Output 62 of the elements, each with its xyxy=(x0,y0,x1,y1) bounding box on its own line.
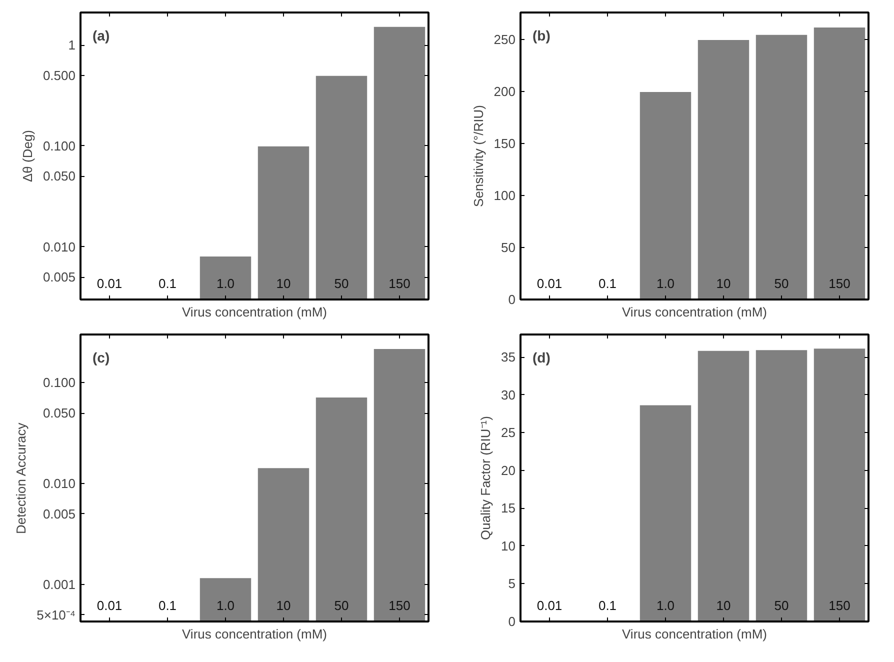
y-tick-label: 1 xyxy=(68,38,76,53)
y-tick-label: 0.005 xyxy=(42,270,76,285)
x-axis-title: Virus concentration (mM) xyxy=(622,304,767,320)
x-tick-label: 1.0 xyxy=(216,598,235,614)
y-tick-label: 0.050 xyxy=(42,406,76,421)
x-tick-label: 150 xyxy=(388,276,410,292)
y-tick-label: 25 xyxy=(501,425,516,440)
x-tick-label: 10 xyxy=(276,598,291,614)
text: (a) xyxy=(92,28,110,44)
x-tick-label: 150 xyxy=(828,598,850,614)
y-tick-label: 5 xyxy=(508,576,516,592)
x-tick-label: 10 xyxy=(716,276,731,292)
y-axis-title: Detection Accuracy xyxy=(14,422,29,534)
x-tick-label: 0.01 xyxy=(536,598,562,614)
y-axis-title: Δθ (Deg) xyxy=(20,130,35,182)
y-tick-label: 0.050 xyxy=(42,168,76,184)
y-tick-label: 0 xyxy=(508,292,516,307)
text: (c) xyxy=(92,350,110,366)
y-tick-label: 0.010 xyxy=(42,239,76,254)
x-tick-label: 10 xyxy=(276,276,291,292)
text: (d) xyxy=(532,350,550,366)
y-tick-label: 200 xyxy=(494,84,516,100)
x-axis-title: Virus concentration (mM) xyxy=(182,304,327,320)
x-axis-title: Virus concentration (mM) xyxy=(182,626,327,642)
x-tick-label: 50 xyxy=(334,598,349,614)
y-tick-label: 15 xyxy=(501,500,516,516)
x-tick-label: 0.01 xyxy=(536,276,562,292)
x-tick-label: 0.01 xyxy=(96,598,122,614)
x-tick-label: 1.0 xyxy=(656,276,675,292)
x-tick-label: 1.0 xyxy=(656,598,675,614)
x-tick-label: 0.1 xyxy=(598,276,617,292)
y-tick-label: 5×10⁻⁴ xyxy=(36,607,76,622)
y-tick-label: 10 xyxy=(501,538,516,554)
y-tick-label: 20 xyxy=(501,462,516,478)
x-tick-label: 50 xyxy=(774,598,789,614)
y-tick-label: 0.100 xyxy=(42,138,76,154)
x-tick-label: 0.1 xyxy=(158,598,177,614)
y-tick-label: 250 xyxy=(494,32,516,48)
y-tick-label: 0.005 xyxy=(42,506,76,522)
y-tick-label: 30 xyxy=(501,387,516,402)
y-axis-title: Quality Factor (RIU⁻¹) xyxy=(478,416,494,540)
y-tick-label: 50 xyxy=(501,240,516,256)
x-tick-label: 150 xyxy=(828,276,850,292)
y-tick-label: 0 xyxy=(508,614,516,629)
y-tick-label: 0.010 xyxy=(42,476,76,492)
x-tick-label: 0.01 xyxy=(96,276,122,292)
text: (b) xyxy=(532,28,550,44)
y-tick-label: 0.100 xyxy=(42,375,76,390)
x-tick-label: 50 xyxy=(334,276,349,292)
y-axis-title: Sensitivity (°/RIU) xyxy=(470,104,486,207)
y-tick-label: 35 xyxy=(501,350,516,365)
x-tick-label: 1.0 xyxy=(216,276,235,292)
x-tick-label: 0.1 xyxy=(598,598,617,614)
x-axis-title: Virus concentration (mM) xyxy=(622,626,767,642)
y-tick-label: 150 xyxy=(494,136,516,152)
y-tick-label: 100 xyxy=(494,188,516,204)
y-tick-label: 0.500 xyxy=(42,68,76,83)
y-tick-label: 0.001 xyxy=(42,577,76,592)
x-tick-label: 10 xyxy=(716,598,731,614)
x-tick-label: 150 xyxy=(388,598,410,614)
x-tick-label: 50 xyxy=(774,276,789,292)
x-tick-label: 0.1 xyxy=(158,276,177,292)
